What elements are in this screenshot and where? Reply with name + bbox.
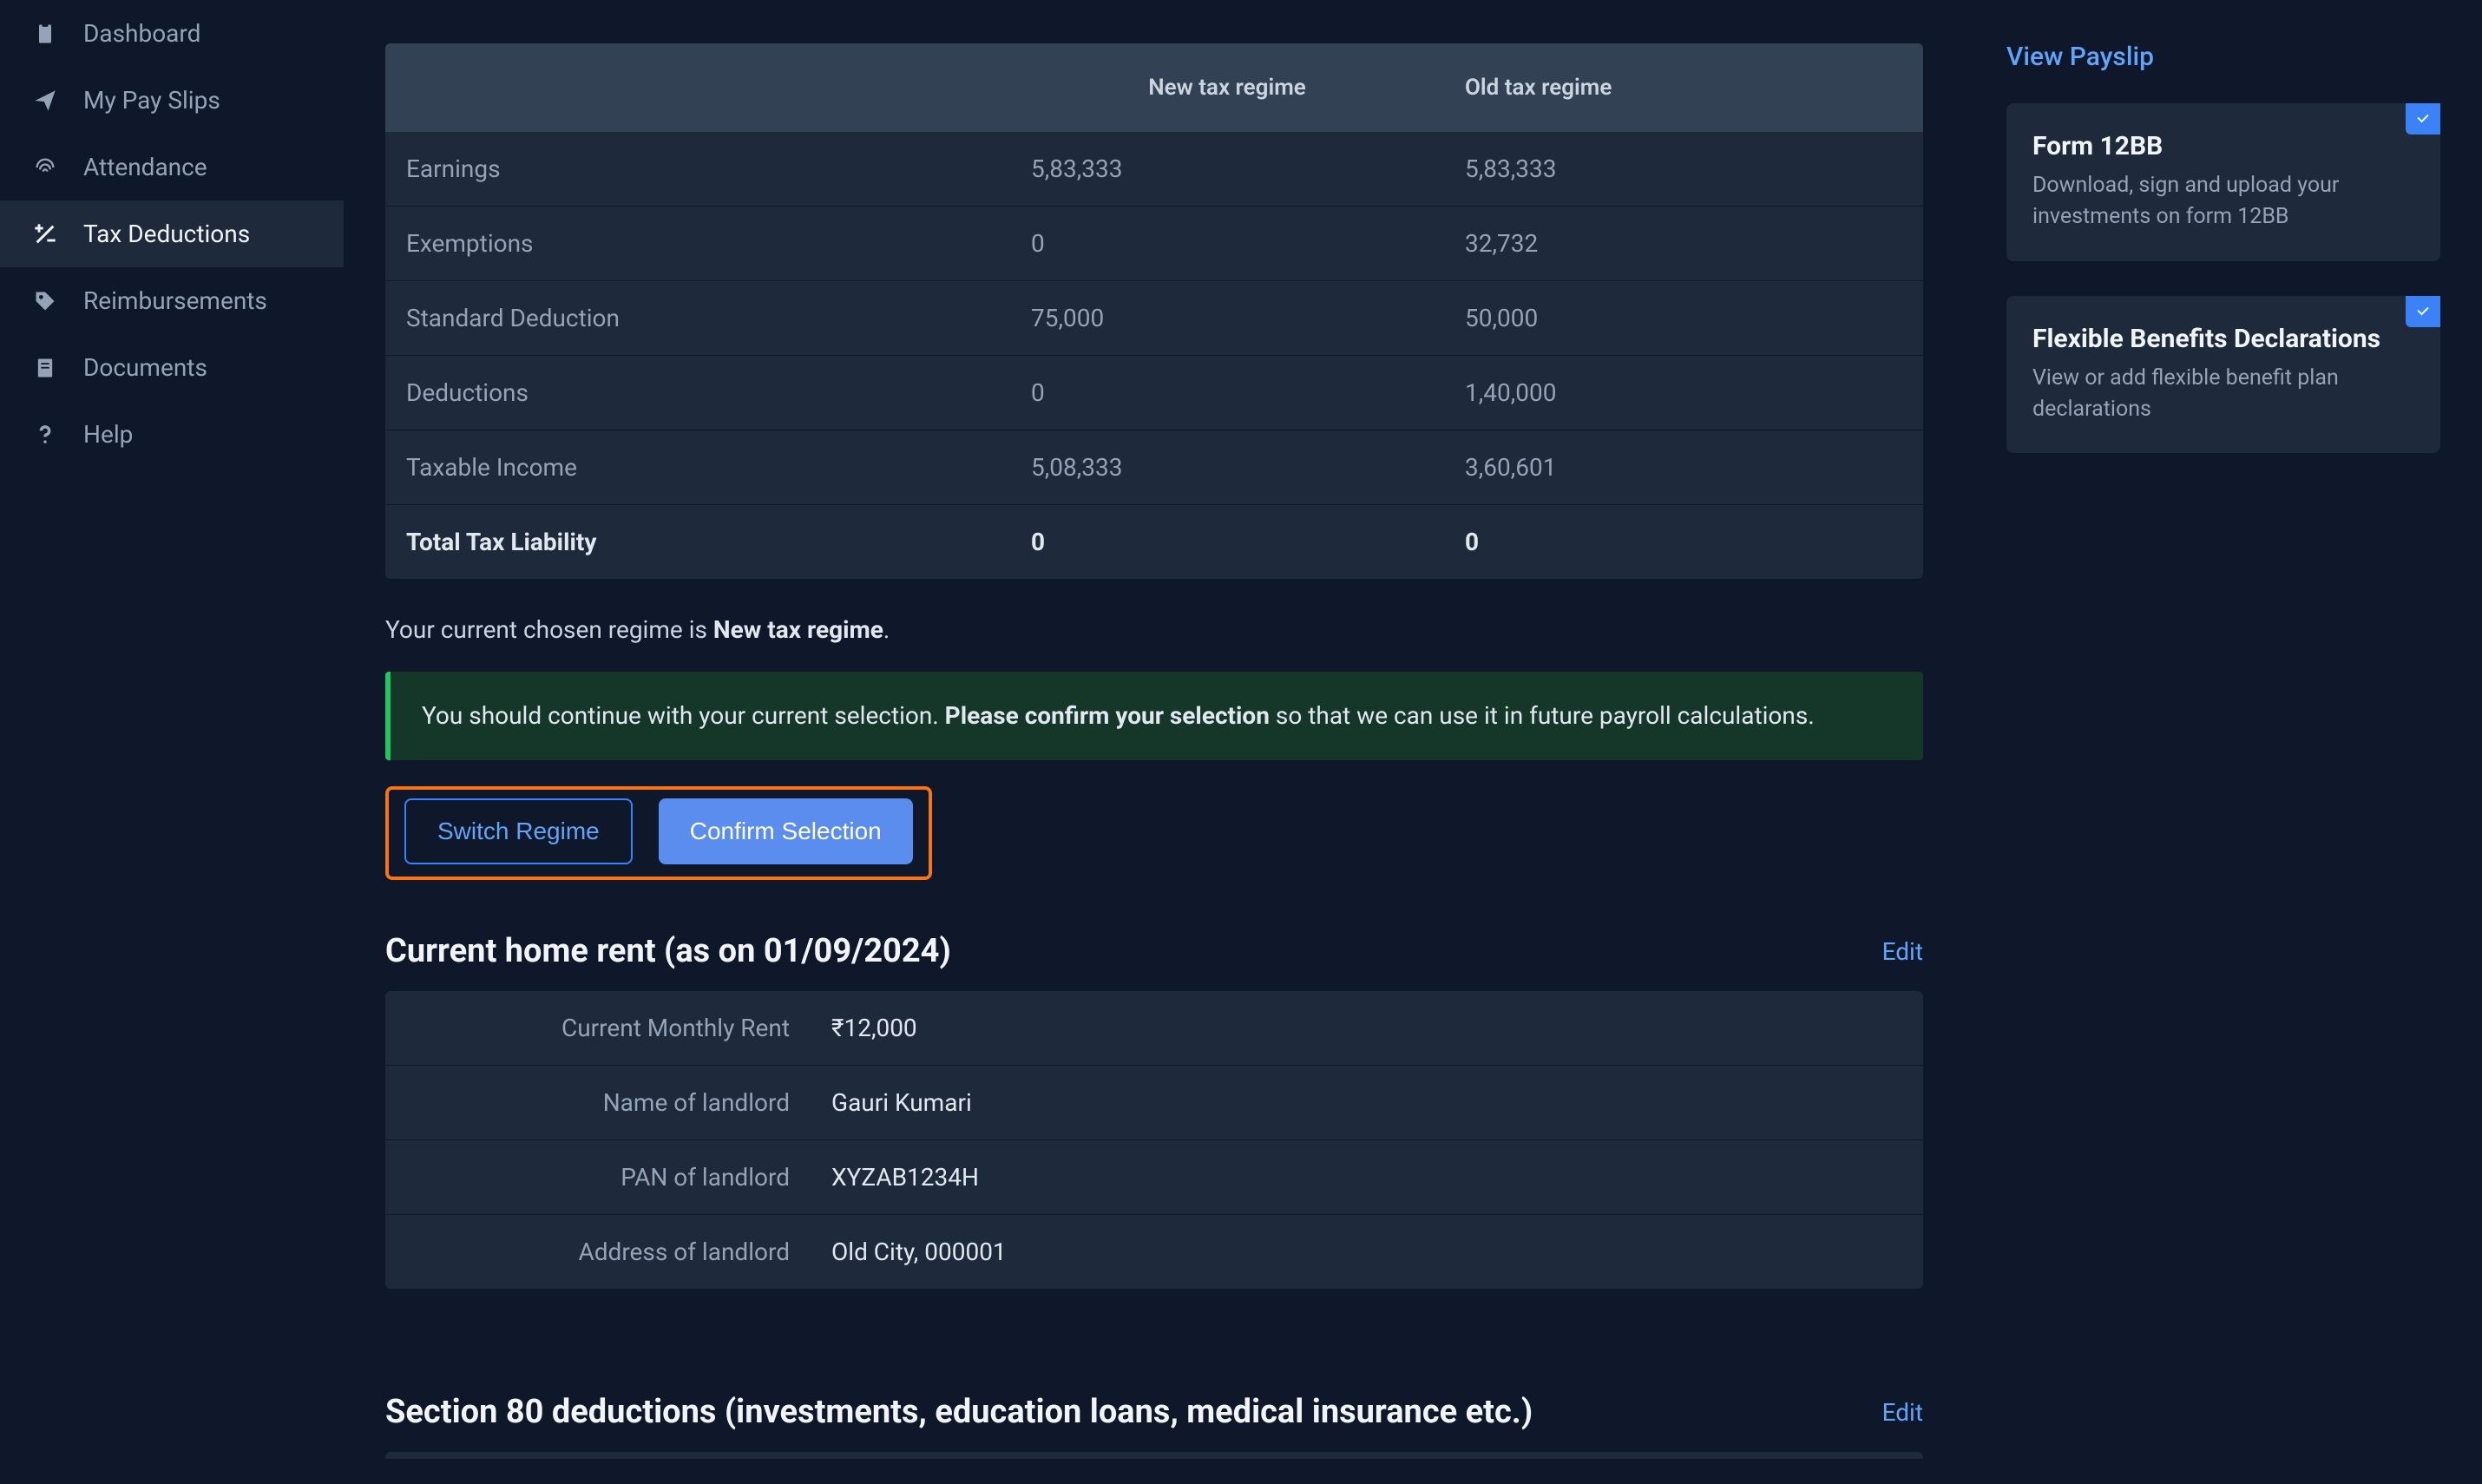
rent-row-label: PAN of landlord	[385, 1140, 811, 1214]
sidebar-item-documents[interactable]: Documents	[0, 334, 344, 401]
sidebar-item-label: Help	[83, 420, 133, 449]
sidebar-item-reimbursements[interactable]: Reimbursements	[0, 267, 344, 334]
sidebar-item-label: Documents	[83, 353, 207, 382]
send-icon	[31, 87, 59, 115]
alert-pre: You should continue with your current se…	[422, 701, 945, 730]
table-row: Standard Deduction75,00050,000	[385, 280, 1923, 355]
card-flag-icon	[2406, 103, 2440, 135]
table-header-old-regime: Old tax regime	[1444, 43, 1923, 132]
switch-regime-button[interactable]: Switch Regime	[404, 798, 633, 864]
row-new-value: 5,08,333	[1010, 430, 1444, 504]
table-header-empty	[385, 43, 1010, 132]
table-row: Deductions01,40,000	[385, 355, 1923, 430]
current-regime-line: Your current chosen regime is New tax re…	[385, 615, 1923, 644]
rent-section-head: Current home rent (as on 01/09/2024) Edi…	[385, 932, 1923, 970]
tax-regime-table: New tax regime Old tax regime Earnings5,…	[385, 43, 1923, 579]
row-new-value: 0	[1010, 505, 1444, 579]
row-label: Taxable Income	[385, 430, 1010, 504]
tag-icon	[31, 287, 59, 315]
row-new-value: 75,000	[1010, 281, 1444, 355]
form-12bb-card[interactable]: Form 12BB Download, sign and upload your …	[2006, 103, 2440, 261]
section80-body-peek	[385, 1452, 1923, 1459]
rent-row-label: Name of landlord	[385, 1066, 811, 1139]
row-old-value: 5,83,333	[1444, 132, 1923, 206]
row-new-value: 0	[1010, 356, 1444, 430]
row-old-value: 32,732	[1444, 207, 1923, 280]
sidebar-item-help[interactable]: Help	[0, 401, 344, 468]
regime-button-row: Switch Regime Confirm Selection	[385, 786, 932, 880]
confirm-selection-button[interactable]: Confirm Selection	[659, 798, 913, 864]
sidebar-item-payslips[interactable]: My Pay Slips	[0, 67, 344, 134]
row-old-value: 1,40,000	[1444, 356, 1923, 430]
plusminus-icon	[31, 220, 59, 248]
section80-head: Section 80 deductions (investments, educ…	[385, 1393, 1923, 1431]
row-label: Deductions	[385, 356, 1010, 430]
confirm-selection-alert: You should continue with your current se…	[385, 672, 1923, 760]
rent-row-value: Old City, 000001	[811, 1215, 1923, 1289]
document-icon	[31, 354, 59, 382]
sidebar-item-label: Reimbursements	[83, 286, 267, 315]
sidebar: Dashboard My Pay Slips Attendance Tax De…	[0, 0, 344, 1484]
sidebar-item-label: My Pay Slips	[83, 86, 220, 115]
alert-bold: Please confirm your selection	[945, 701, 1270, 730]
table-row: Taxable Income5,08,3333,60,601	[385, 430, 1923, 504]
section80-edit-link[interactable]: Edit	[1882, 1398, 1923, 1427]
sidebar-item-label: Attendance	[83, 153, 207, 181]
row-new-value: 5,83,333	[1010, 132, 1444, 206]
alert-post: so that we can use it in future payroll …	[1270, 701, 1815, 730]
regime-bold: New tax regime	[713, 615, 883, 644]
table-row: Earnings5,83,3335,83,333	[385, 132, 1923, 206]
rent-row-value: Gauri Kumari	[811, 1066, 1923, 1139]
row-label: Earnings	[385, 132, 1010, 206]
row-label: Standard Deduction	[385, 281, 1010, 355]
sidebar-item-dashboard[interactable]: Dashboard	[0, 0, 344, 67]
regime-prefix: Your current chosen regime is	[385, 615, 713, 644]
fingerprint-icon	[31, 154, 59, 181]
table-row: Total Tax Liability00	[385, 504, 1923, 579]
card-subtitle: View or add flexible benefit plan declar…	[2032, 363, 2414, 426]
card-title: Form 12BB	[2032, 131, 2414, 161]
main-content: New tax regime Old tax regime Earnings5,…	[344, 0, 1965, 1484]
section80-title: Section 80 deductions (investments, educ…	[385, 1393, 1533, 1431]
table-header: New tax regime Old tax regime	[385, 43, 1923, 132]
card-flag-icon	[2406, 296, 2440, 327]
rent-row-label: Address of landlord	[385, 1215, 811, 1289]
row-label: Exemptions	[385, 207, 1010, 280]
rent-row: Current Monthly Rent₹12,000	[385, 991, 1923, 1065]
regime-suffix: .	[883, 615, 890, 644]
sidebar-item-attendance[interactable]: Attendance	[0, 134, 344, 200]
view-payslip-link[interactable]: View Payslip	[2006, 42, 2154, 72]
sidebar-item-label: Tax Deductions	[83, 220, 250, 248]
rent-edit-link[interactable]: Edit	[1882, 937, 1923, 966]
sidebar-item-label: Dashboard	[83, 19, 200, 48]
row-old-value: 3,60,601	[1444, 430, 1923, 504]
row-old-value: 0	[1444, 505, 1923, 579]
right-panel: View Payslip Form 12BB Download, sign and…	[1965, 0, 2482, 1484]
row-new-value: 0	[1010, 207, 1444, 280]
rent-row-value: XYZAB1234H	[811, 1140, 1923, 1214]
row-label: Total Tax Liability	[385, 505, 1010, 579]
rent-row-label: Current Monthly Rent	[385, 991, 811, 1065]
row-old-value: 50,000	[1444, 281, 1923, 355]
table-header-new-regime: New tax regime	[1010, 43, 1444, 132]
sidebar-item-tax-deductions[interactable]: Tax Deductions	[0, 200, 344, 267]
flexible-benefits-card[interactable]: Flexible Benefits Declarations View or ad…	[2006, 296, 2440, 454]
rent-row: PAN of landlordXYZAB1234H	[385, 1139, 1923, 1214]
card-subtitle: Download, sign and upload your investmen…	[2032, 170, 2414, 233]
question-icon	[31, 421, 59, 449]
table-row: Exemptions032,732	[385, 206, 1923, 280]
rent-row-value: ₹12,000	[811, 991, 1923, 1065]
clipboard-icon	[31, 20, 59, 48]
rent-section-title: Current home rent (as on 01/09/2024)	[385, 932, 951, 970]
rent-row: Address of landlordOld City, 000001	[385, 1214, 1923, 1289]
card-title: Flexible Benefits Declarations	[2032, 324, 2414, 354]
rent-details-table: Current Monthly Rent₹12,000Name of landl…	[385, 991, 1923, 1289]
rent-row: Name of landlordGauri Kumari	[385, 1065, 1923, 1139]
